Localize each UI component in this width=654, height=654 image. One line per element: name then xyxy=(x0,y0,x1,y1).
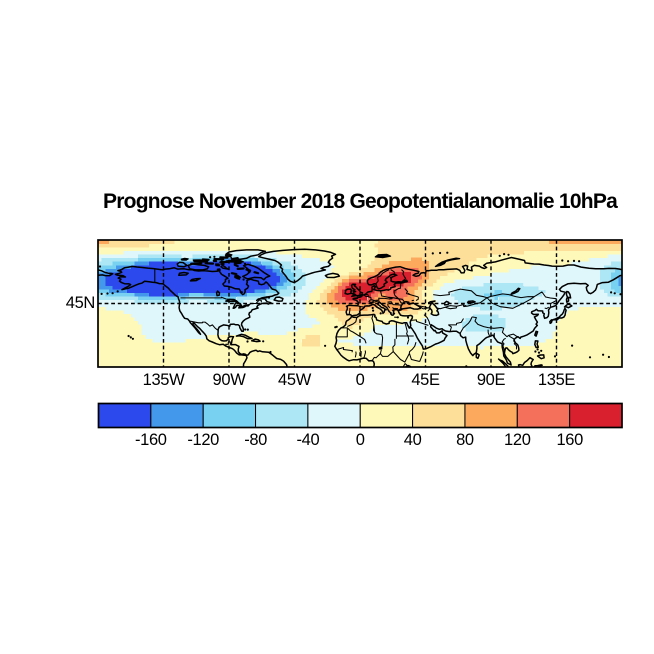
svg-text:135W: 135W xyxy=(143,371,185,389)
svg-text:45W: 45W xyxy=(278,371,312,389)
svg-text:40: 40 xyxy=(404,431,422,449)
svg-text:-80: -80 xyxy=(244,431,267,449)
svg-text:90W: 90W xyxy=(213,371,247,389)
svg-text:-40: -40 xyxy=(296,431,319,449)
svg-text:-160: -160 xyxy=(135,431,167,449)
svg-text:80: 80 xyxy=(456,431,474,449)
svg-text:90E: 90E xyxy=(477,371,506,389)
svg-text:45E: 45E xyxy=(411,371,440,389)
svg-text:0: 0 xyxy=(356,371,365,389)
svg-text:-120: -120 xyxy=(187,431,219,449)
svg-text:135E: 135E xyxy=(538,371,575,389)
svg-text:160: 160 xyxy=(556,431,583,449)
svg-text:Prognose November 2018 Geopote: Prognose November 2018 Geopotentialanoma… xyxy=(103,190,618,213)
svg-text:120: 120 xyxy=(504,431,531,449)
svg-text:0: 0 xyxy=(356,431,365,449)
svg-text:45N: 45N xyxy=(66,294,95,312)
